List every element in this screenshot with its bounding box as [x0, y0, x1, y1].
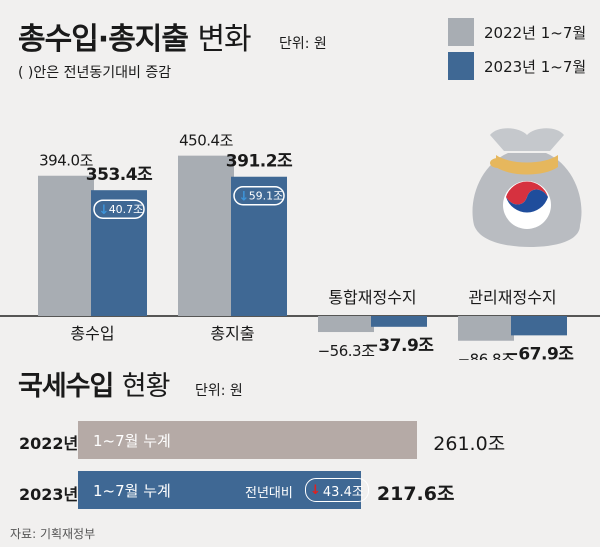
unit-label: 단위: 원 — [195, 383, 243, 399]
yoy-label: 전년대비 — [245, 486, 293, 501]
legend-swatch — [448, 52, 474, 80]
note-text: ( )안은 전년동기대비 증감 — [18, 65, 172, 81]
legend-label: 2022년 1~7월 — [484, 23, 587, 42]
hbar-2023 — [78, 471, 361, 509]
change-value-label: 40.7조 — [109, 203, 144, 216]
bar-value-label: −86.8조 — [458, 351, 515, 360]
down-arrow-icon: ↓ — [310, 482, 321, 498]
category-label: 총수입 — [70, 324, 114, 343]
hbar-value-2023: 217.6조 — [376, 483, 455, 505]
legend-item-2022: 2022년 1~7월 — [448, 18, 586, 46]
change-value-label: 59.1조 — [249, 190, 284, 203]
section-title-tax-revenue: 국세수입 현황 — [18, 371, 170, 402]
year-label-2022: 2022년 — [19, 434, 79, 453]
category-label: 통합재정수지 — [328, 288, 416, 307]
bar-총수입-0 — [38, 175, 94, 316]
year-label-2023: 2023년 — [19, 485, 79, 504]
down-arrow-icon: ↓ — [239, 190, 250, 205]
hbar-label: 1~7월 누계 — [93, 432, 171, 450]
bar-통합재정수지-1 — [371, 316, 427, 327]
bar-관리재정수지-0 — [458, 316, 514, 341]
bar-value-label: −67.9조 — [505, 344, 575, 360]
hbar-2022 — [78, 421, 418, 459]
chart-title: 총수입·총지출 변화 — [18, 22, 252, 57]
yoy-change-badge: ↓ 43.4조 — [305, 478, 369, 502]
legend-swatch — [448, 18, 474, 46]
legend-item-2023: 2023년 1~7월 — [448, 52, 586, 80]
category-label: 관리재정수지 — [468, 288, 556, 307]
money-bag-icon — [472, 128, 582, 247]
change-badge — [93, 199, 145, 219]
bar-value-label: 353.4조 — [86, 165, 153, 185]
bar-총지출-1 — [231, 176, 287, 316]
down-arrow-icon: ↓ — [99, 203, 110, 218]
bar-value-label: −37.9조 — [365, 336, 435, 356]
bar-총지출-0 — [178, 155, 234, 316]
source-text: 자료: 기획재정부 — [10, 527, 96, 541]
bar-value-label: 450.4조 — [179, 132, 233, 150]
bar-총수입-1 — [91, 190, 147, 316]
bar-관리재정수지-1 — [511, 316, 567, 336]
bar-value-label: −56.3조 — [318, 342, 375, 360]
yoy-change-value: 43.4조 — [322, 484, 364, 500]
hbar-value-2022: 261.0조 — [433, 433, 506, 455]
change-badge — [233, 185, 285, 206]
unit-label: 단위: 원 — [279, 36, 327, 52]
legend-label: 2023년 1~7월 — [484, 57, 587, 76]
category-label: 총지출 — [210, 324, 254, 343]
bar-통합재정수지-0 — [318, 316, 374, 333]
hbar-label: 1~7월 누계 — [93, 482, 171, 500]
bar-value-label: 391.2조 — [226, 152, 293, 172]
bar-value-label: 394.0조 — [39, 152, 93, 170]
